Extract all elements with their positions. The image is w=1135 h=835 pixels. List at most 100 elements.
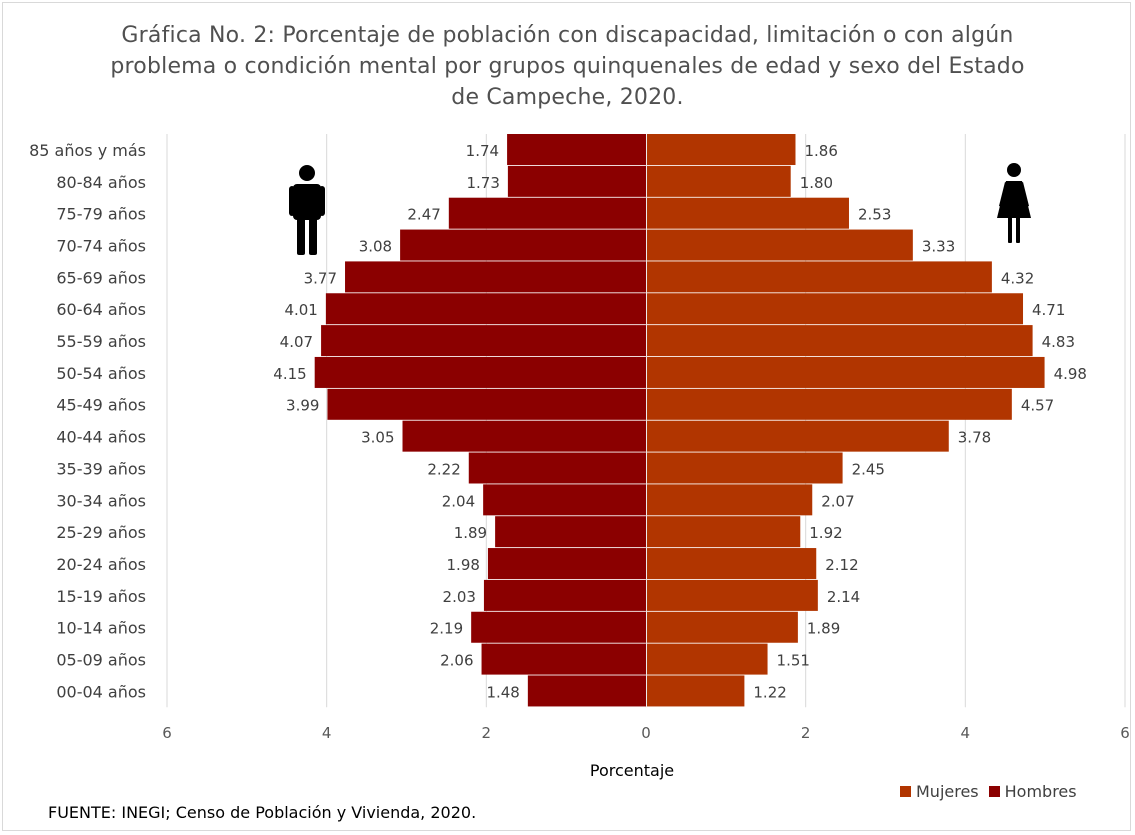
data-label-mujeres: 3.33 bbox=[922, 237, 955, 255]
data-label-mujeres: 1.86 bbox=[804, 142, 837, 160]
man-icon bbox=[289, 165, 325, 255]
data-label-mujeres: 1.80 bbox=[800, 174, 833, 192]
bar-hombres bbox=[507, 134, 646, 165]
x-tick-label: 2 bbox=[801, 724, 811, 742]
bar-hombres bbox=[402, 420, 646, 452]
data-label-hombres: 2.22 bbox=[427, 460, 460, 478]
data-label-hombres: 2.03 bbox=[443, 588, 476, 606]
bar-hombres bbox=[471, 611, 646, 643]
x-tick-label: 2 bbox=[482, 724, 492, 742]
data-label-hombres: 4.01 bbox=[284, 301, 317, 319]
bar-hombres bbox=[527, 675, 646, 707]
data-label-mujeres: 2.12 bbox=[825, 556, 858, 574]
category-labels: 85 años y más 80-84 años 75-79 años 70-74 a… bbox=[29, 141, 146, 701]
bar-mujeres bbox=[647, 548, 817, 580]
category-label: 40-44 años bbox=[56, 428, 146, 447]
data-label-mujeres: 1.51 bbox=[777, 652, 810, 670]
bar-mujeres bbox=[647, 388, 1012, 420]
category-label: 15-19 años bbox=[56, 587, 146, 606]
data-labels: 1.74 1.86 1.73 1.80 2.47 2.53 3.08 3.33 3.77 4.32… bbox=[273, 142, 1087, 701]
category-label: 50-54 años bbox=[56, 364, 146, 383]
data-label-mujeres: 4.83 bbox=[1042, 333, 1075, 351]
data-label-hombres: 1.98 bbox=[447, 556, 480, 574]
legend: Mujeres Hombres bbox=[900, 782, 1087, 801]
x-tick-label: 4 bbox=[961, 724, 971, 742]
x-tick-label: 4 bbox=[322, 724, 332, 742]
bar-mujeres bbox=[647, 325, 1033, 357]
legend-label-hombres: Hombres bbox=[1004, 782, 1077, 801]
data-label-hombres: 1.89 bbox=[454, 524, 487, 542]
category-label: 75-79 años bbox=[56, 205, 146, 224]
bar-hombres bbox=[483, 579, 646, 611]
legend-item-mujeres: Mujeres bbox=[900, 782, 979, 801]
bar-mujeres bbox=[647, 420, 949, 452]
category-label: 85 años y más bbox=[29, 141, 146, 160]
bar-mujeres bbox=[647, 643, 768, 675]
x-axis-ticks: 6 4 2 0 2 4 6 bbox=[162, 724, 1130, 742]
data-label-hombres: 3.05 bbox=[361, 429, 394, 447]
category-label: 65-69 años bbox=[56, 268, 146, 287]
data-label-mujeres: 1.89 bbox=[807, 620, 840, 638]
bar-hombres bbox=[507, 165, 646, 197]
bar-hombres bbox=[481, 643, 646, 675]
woman-icon bbox=[997, 163, 1031, 243]
data-label-hombres: 3.08 bbox=[359, 237, 392, 255]
bar-hombres bbox=[448, 197, 646, 229]
category-label: 20-24 años bbox=[56, 555, 146, 574]
bar-hombres bbox=[483, 484, 646, 516]
category-label: 00-04 años bbox=[56, 682, 146, 701]
category-label: 05-09 años bbox=[56, 651, 146, 670]
category-label: 80-84 años bbox=[56, 173, 146, 192]
category-label: 35-39 años bbox=[56, 459, 146, 478]
data-label-mujeres: 2.45 bbox=[852, 460, 885, 478]
data-label-hombres: 2.04 bbox=[442, 492, 475, 510]
data-label-mujeres: 2.14 bbox=[827, 588, 860, 606]
x-tick-label: 6 bbox=[1120, 724, 1130, 742]
data-label-hombres: 4.07 bbox=[280, 333, 313, 351]
bar-hombres bbox=[345, 261, 646, 293]
bars bbox=[314, 134, 1045, 707]
bar-mujeres bbox=[647, 261, 992, 293]
data-label-hombres: 1.73 bbox=[466, 174, 499, 192]
data-label-hombres: 2.06 bbox=[440, 652, 473, 670]
bar-hombres bbox=[400, 229, 646, 261]
bar-mujeres bbox=[647, 356, 1045, 388]
bar-mujeres bbox=[647, 293, 1024, 325]
data-label-mujeres: 2.07 bbox=[821, 492, 854, 510]
category-label: 60-64 años bbox=[56, 300, 146, 319]
x-axis-label: Porcentaje bbox=[590, 761, 674, 780]
data-label-hombres: 3.77 bbox=[304, 269, 337, 287]
bar-mujeres bbox=[647, 165, 791, 197]
x-tick-label: 0 bbox=[641, 724, 651, 742]
data-label-mujeres: 4.57 bbox=[1021, 397, 1054, 415]
category-label: 10-14 años bbox=[56, 619, 146, 638]
bar-mujeres bbox=[647, 229, 913, 261]
data-label-hombres: 4.15 bbox=[273, 365, 306, 383]
legend-item-hombres: Hombres bbox=[988, 782, 1077, 801]
data-label-hombres: 2.47 bbox=[407, 206, 440, 224]
data-label-hombres: 2.19 bbox=[430, 620, 463, 638]
x-tick-label: 6 bbox=[162, 724, 172, 742]
data-label-hombres: 3.99 bbox=[286, 397, 319, 415]
bar-mujeres bbox=[647, 611, 798, 643]
data-label-mujeres: 4.98 bbox=[1054, 365, 1087, 383]
category-label: 45-49 años bbox=[56, 396, 146, 415]
data-label-mujeres: 3.78 bbox=[958, 429, 991, 447]
data-label-mujeres: 1.92 bbox=[809, 524, 842, 542]
bar-mujeres bbox=[647, 197, 849, 229]
chart-title: Gráfica No. 2: Porcentaje de población c… bbox=[110, 23, 1025, 110]
legend-label-mujeres: Mujeres bbox=[916, 782, 979, 801]
category-label: 30-34 años bbox=[56, 491, 146, 510]
data-label-hombres: 1.74 bbox=[466, 142, 499, 160]
category-label: 55-59 años bbox=[56, 332, 146, 351]
bar-hombres bbox=[487, 548, 646, 580]
legend-swatch-hombres bbox=[988, 786, 1000, 797]
bar-hombres bbox=[325, 293, 646, 325]
data-label-mujeres: 2.53 bbox=[858, 206, 891, 224]
bar-mujeres bbox=[647, 516, 801, 548]
bar-hombres bbox=[321, 325, 646, 357]
bar-hombres bbox=[468, 452, 646, 484]
category-label: 70-74 años bbox=[56, 236, 146, 255]
